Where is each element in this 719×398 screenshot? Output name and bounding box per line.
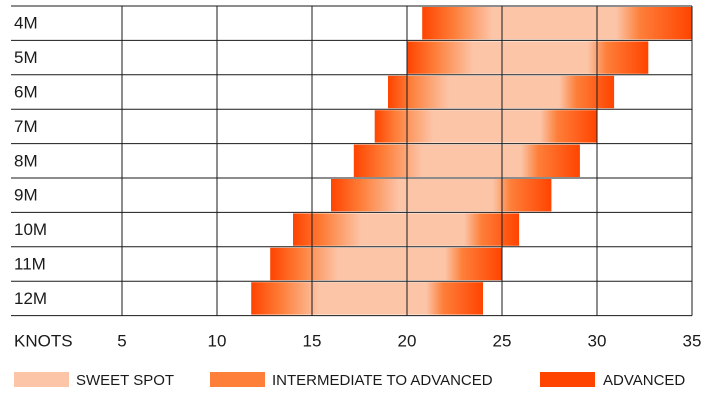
x-tick-label: 25 [493,331,512,350]
row-label-6m: 6M [14,82,38,101]
legend-swatch [540,372,595,387]
row-label-5m: 5M [14,48,38,67]
x-tick-label: 10 [208,331,227,350]
row-label-4m: 4M [14,14,38,33]
range-bar-9m [331,179,552,212]
row-label-8m: 8M [14,151,38,170]
row-label-9m: 9M [14,186,38,205]
legend-label: INTERMEDIATE TO ADVANCED [272,372,493,389]
range-bar-7m [374,110,597,143]
range-bar-5m [407,41,649,74]
row-label-7m: 7M [14,117,38,136]
legend-swatch [14,372,69,387]
x-tick-label: 5 [117,331,126,350]
x-tick-label: 20 [398,331,417,350]
range-bar-11m [270,247,502,281]
range-bar-4m [422,7,692,40]
row-label-10m: 10M [14,220,47,239]
x-axis: KNOTS 5 10 15 20 25 30 35 [14,331,701,350]
legend: SWEET SPOT INTERMEDIATE TO ADVANCED ADVANC… [14,372,685,389]
x-tick-label: 30 [588,331,607,350]
range-bars [251,7,692,315]
row-labels: 4M 5M 6M 7M 8M 9M 10M 11M 12M [14,14,47,308]
range-bar-6m [388,75,615,109]
range-bar-8m [353,144,580,177]
row-label-12m: 12M [14,289,47,308]
chart-grid [11,5,693,317]
x-axis-title: KNOTS [14,331,73,350]
legend-label: SWEET SPOT [76,372,174,389]
x-tick-label: 15 [303,331,322,350]
legend-label: ADVANCED [603,372,685,389]
row-label-11m: 11M [14,254,46,273]
range-bar-12m [251,282,483,315]
range-bar-10m [293,213,520,246]
x-tick-label: 35 [683,331,702,350]
legend-swatch [210,372,265,387]
